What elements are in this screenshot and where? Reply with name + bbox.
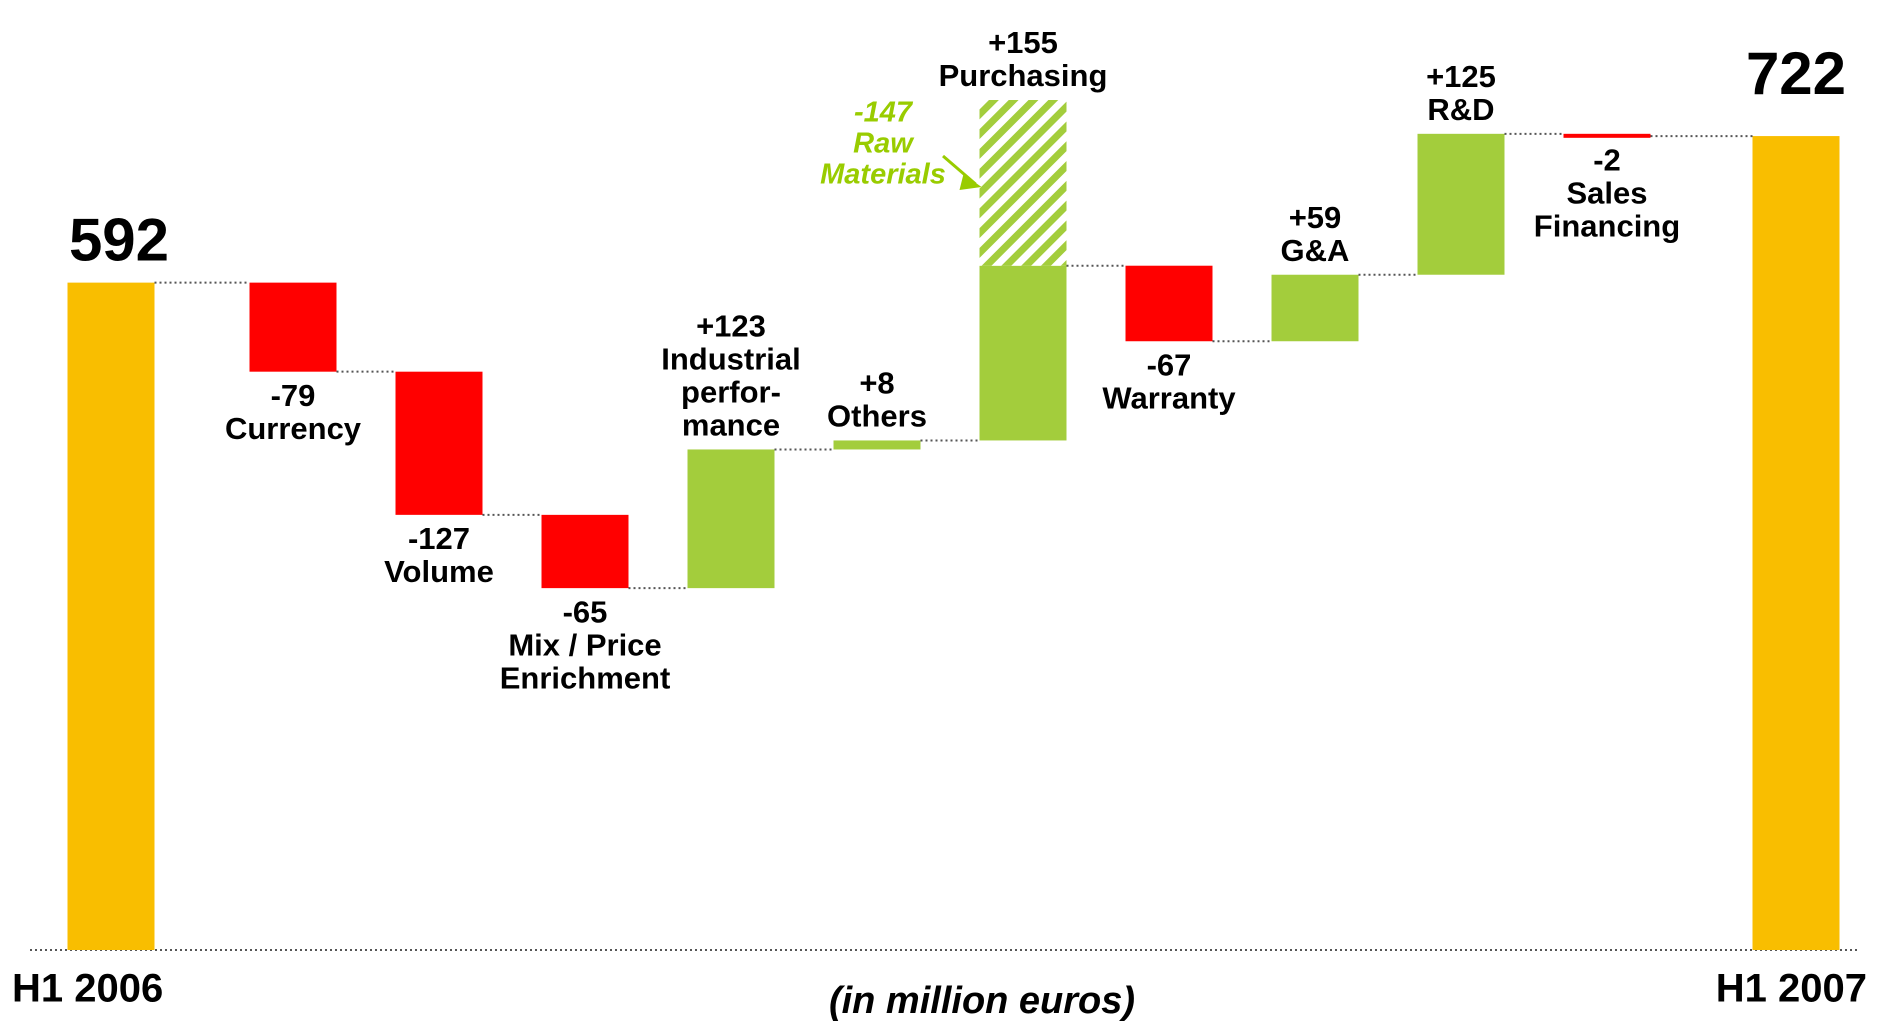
bar — [833, 440, 921, 450]
value-label: +123 — [696, 309, 766, 344]
category-label: Warranty — [1102, 380, 1236, 415]
category-label: Currency — [225, 411, 362, 446]
category-label: Purchasing — [939, 58, 1108, 93]
subtitle: (in million euros) — [829, 980, 1135, 1022]
annotation-value: -147 — [854, 97, 914, 129]
value-label: -79 — [271, 378, 316, 413]
value-label: -127 — [408, 521, 470, 556]
category-label: Others — [827, 399, 927, 434]
total-bar — [1752, 136, 1840, 950]
value-label: -2 — [1593, 142, 1621, 177]
bar — [395, 371, 483, 515]
total-label: 592 — [69, 206, 169, 273]
category-label: Mix / Price — [508, 627, 661, 662]
category-label: mance — [682, 408, 780, 443]
bar — [979, 265, 1067, 441]
value-label: -65 — [563, 594, 608, 629]
category-label: G&A — [1281, 233, 1350, 268]
end-label: H1 2007 — [1716, 967, 1867, 1011]
bar — [541, 514, 629, 589]
value-label: -67 — [1147, 347, 1192, 382]
hatched-bar — [979, 100, 1067, 266]
value-label: +155 — [988, 25, 1058, 60]
category-label: perfor- — [681, 375, 781, 410]
bar — [1125, 265, 1213, 342]
value-label: +125 — [1426, 59, 1496, 94]
bar — [1271, 274, 1359, 342]
value-label: +59 — [1289, 200, 1342, 235]
category-label: R&D — [1427, 92, 1494, 127]
bar — [249, 282, 337, 372]
start-label: H1 2006 — [12, 967, 163, 1011]
category-label: Industrial — [661, 342, 801, 377]
bar — [1417, 133, 1505, 275]
category-label: Volume — [384, 554, 494, 589]
bar — [1563, 133, 1651, 138]
category-label: Enrichment — [500, 660, 671, 695]
category-label: Financing — [1534, 208, 1680, 243]
category-label: Sales — [1566, 175, 1647, 210]
bar — [687, 449, 775, 589]
annotation-arrowhead — [959, 174, 982, 190]
annotation-text: Materials — [820, 159, 946, 191]
total-bar — [67, 282, 155, 951]
annotation-text: Raw — [853, 128, 915, 160]
total-label: 722 — [1746, 40, 1846, 107]
value-label: +8 — [859, 366, 894, 401]
